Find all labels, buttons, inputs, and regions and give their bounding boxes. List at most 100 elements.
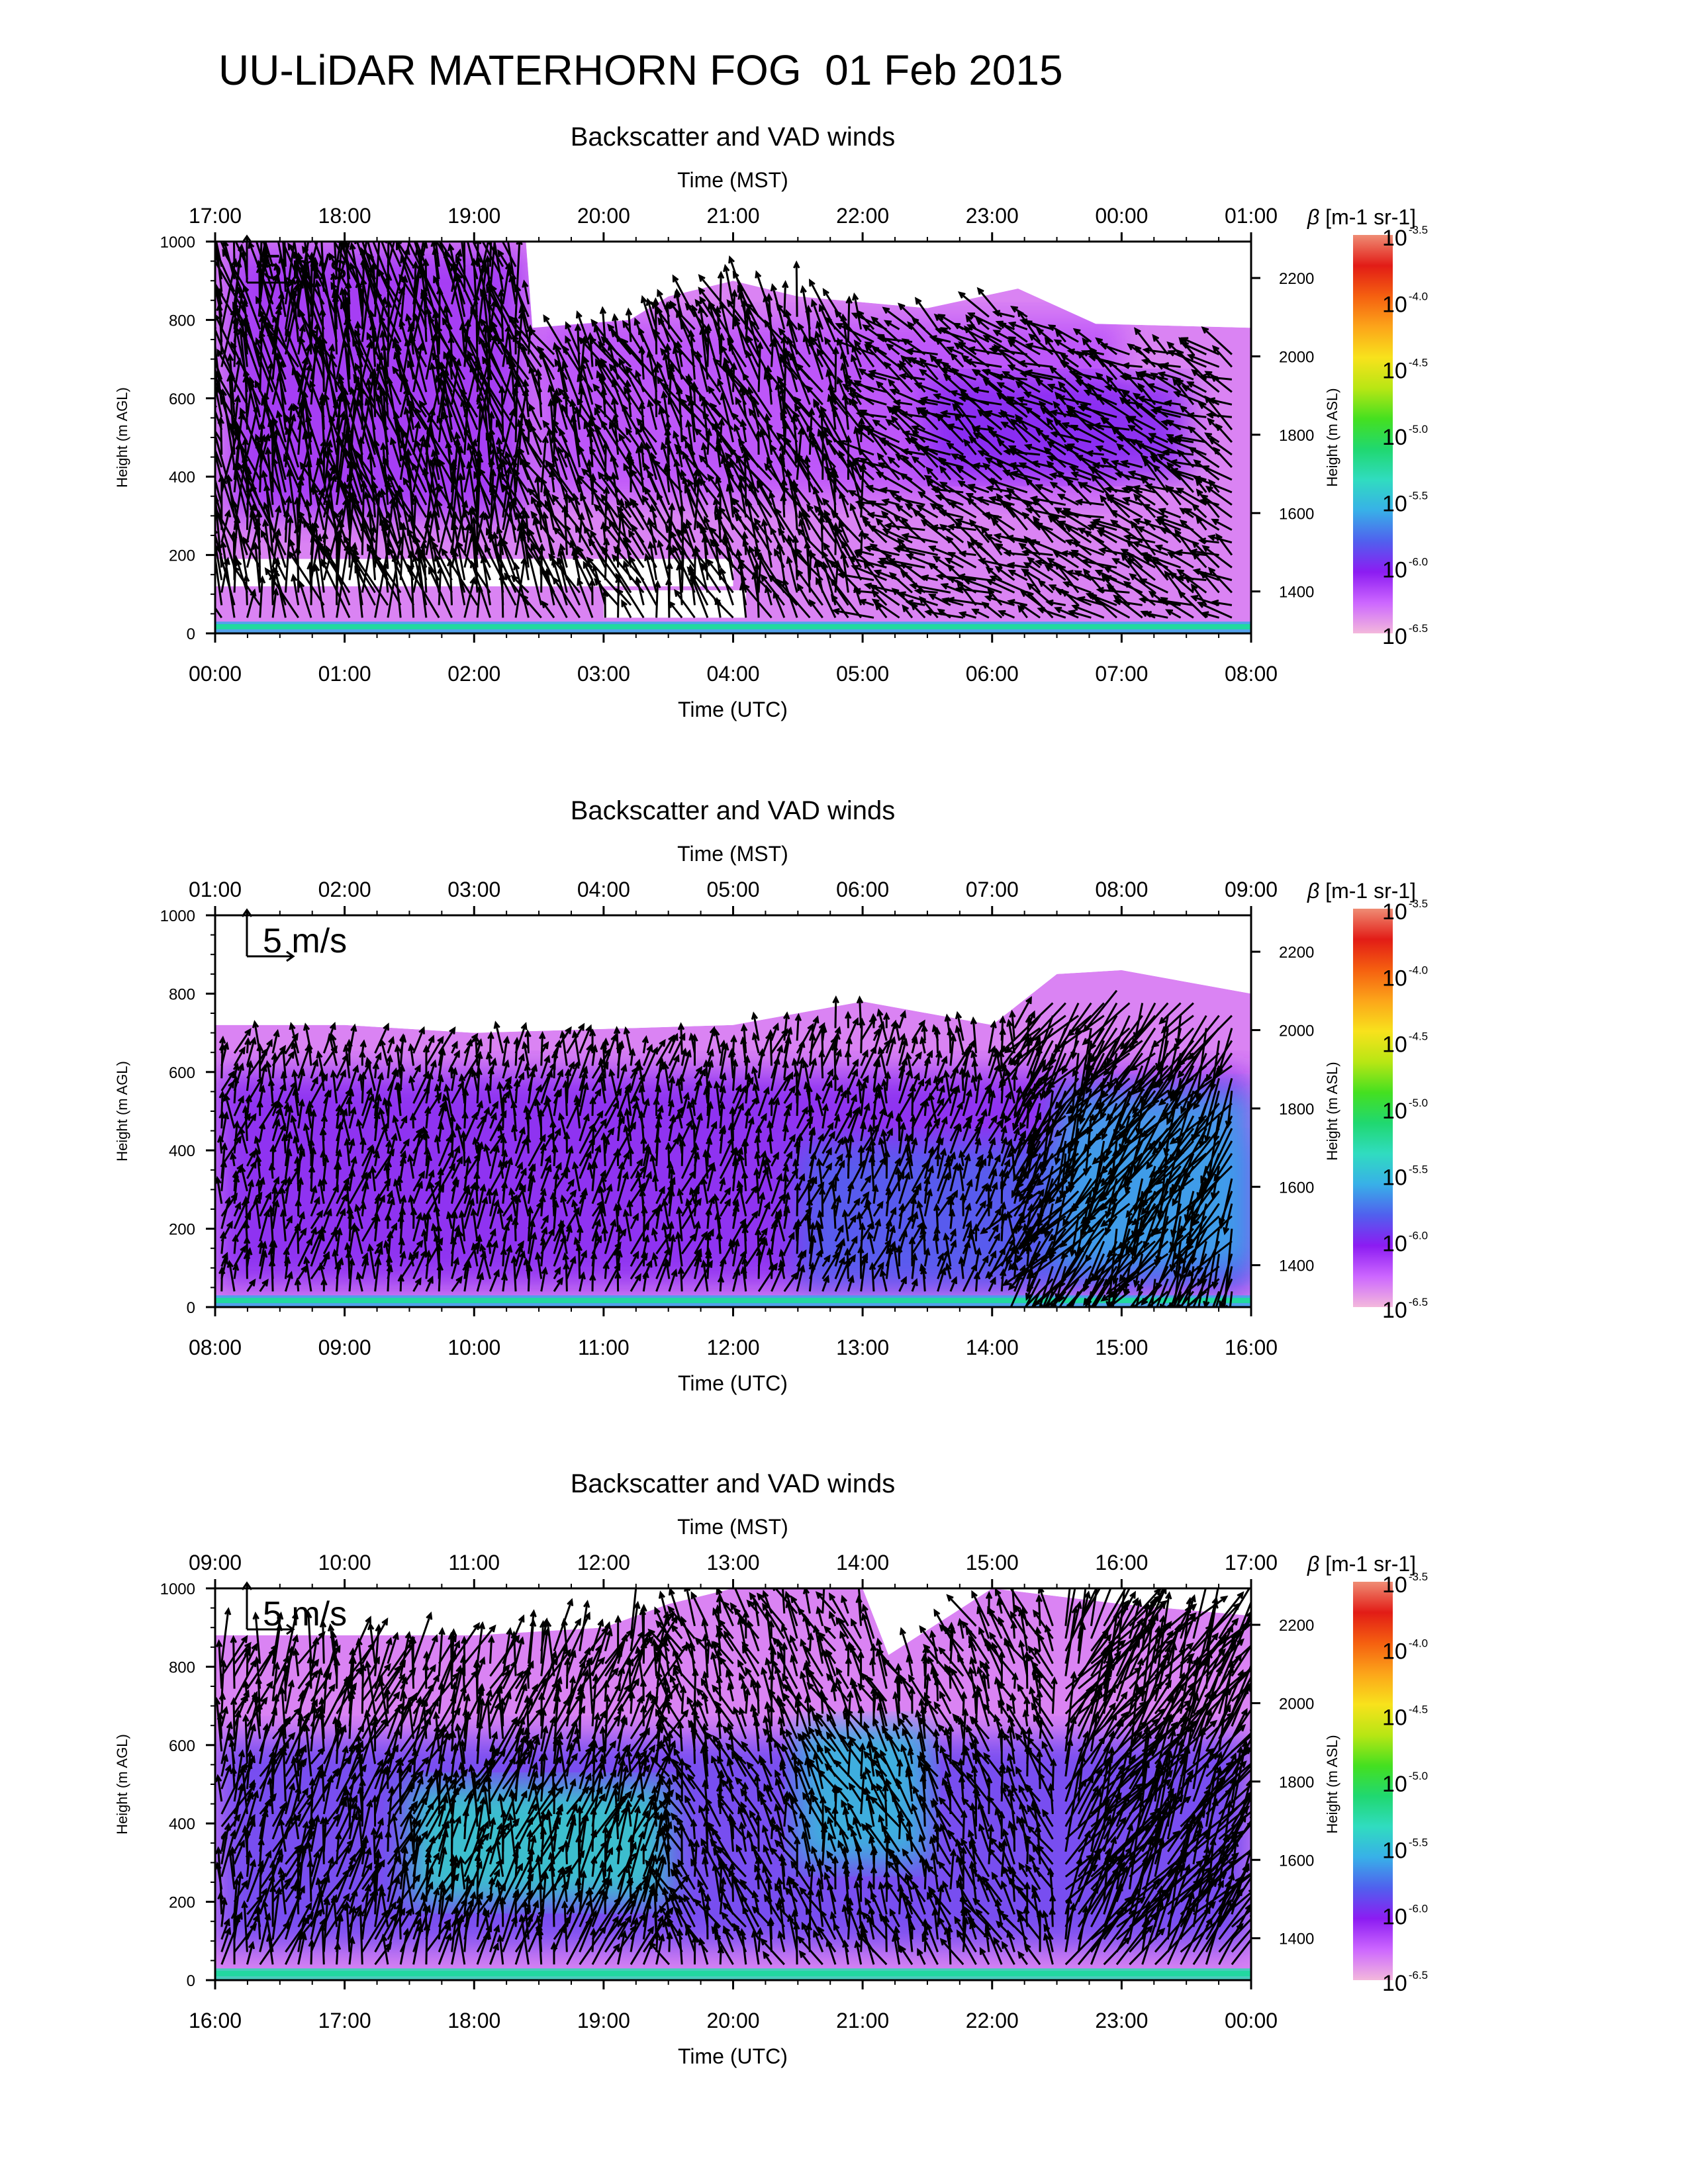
wind-vector <box>297 1759 305 1802</box>
wind-vector <box>508 1187 517 1216</box>
wind-vector <box>284 1105 294 1142</box>
wind-vector <box>1150 372 1182 393</box>
wind-vector <box>860 1144 872 1179</box>
wind-vector <box>668 600 683 619</box>
right-tick-label: 1400 <box>1279 584 1314 602</box>
wind-vector <box>939 410 976 418</box>
top-tick-label: 09:00 <box>1225 878 1278 901</box>
wind-vector <box>753 518 773 543</box>
wind-vector <box>676 1111 683 1129</box>
wind-vector <box>757 1113 767 1129</box>
wind-vector <box>258 575 266 618</box>
wind-vector <box>984 410 1002 418</box>
wind-vector <box>1168 1015 1207 1081</box>
wind-vector <box>980 525 1003 556</box>
wind-vector <box>435 374 453 418</box>
wind-vector <box>965 314 977 330</box>
wind-vector <box>1164 609 1182 619</box>
wind-vector <box>519 523 542 556</box>
wind-vector <box>975 1108 988 1142</box>
wind-vector <box>310 1075 318 1091</box>
wind-vector <box>425 1034 435 1054</box>
wind-vector <box>336 1853 356 1903</box>
wind-vector <box>539 1187 547 1205</box>
wind-vector <box>757 1086 770 1116</box>
wind-vector <box>223 1093 236 1129</box>
wind-vector <box>702 411 734 455</box>
wind-vector <box>794 1013 802 1041</box>
wind-vector <box>261 1899 274 1952</box>
wind-vector <box>1017 359 1053 368</box>
wind-vector <box>923 1165 935 1192</box>
wind-vector <box>378 1107 389 1142</box>
wind-vector <box>522 1040 530 1066</box>
wind-vector <box>1166 461 1195 493</box>
wind-vector <box>1132 484 1156 494</box>
wind-vector <box>614 1202 622 1216</box>
wind-vector <box>719 1187 731 1205</box>
wind-vector <box>1167 551 1194 569</box>
wind-vector <box>215 431 236 506</box>
wind-vector <box>881 498 900 506</box>
wind-vector <box>365 1056 377 1091</box>
wind-vector <box>905 599 925 607</box>
wind-vector <box>1168 571 1194 594</box>
wind-vector <box>1047 383 1066 393</box>
reference-arrow-east <box>247 950 295 962</box>
wind-vector <box>727 471 760 518</box>
wind-vector <box>764 1155 773 1179</box>
wind-vector <box>434 553 453 594</box>
wind-vector <box>713 1028 722 1054</box>
wind-vector <box>1201 326 1233 355</box>
wind-vector <box>690 349 722 393</box>
wind-vector <box>709 538 747 581</box>
wind-vector <box>905 1052 914 1079</box>
wind-vector <box>1061 510 1104 519</box>
wind-vector <box>677 1187 684 1204</box>
top-tick-label: 05:00 <box>706 878 759 901</box>
wind-vector <box>412 1064 421 1079</box>
wind-vector <box>833 1113 841 1129</box>
wind-vector <box>832 995 839 1028</box>
wind-vector <box>330 1069 338 1104</box>
wind-vector <box>898 373 925 381</box>
wind-vector <box>387 1132 398 1167</box>
wind-vector <box>259 1850 272 1878</box>
wind-vector <box>537 345 555 368</box>
wind-vector <box>911 1051 922 1067</box>
wind-vector <box>1092 422 1130 431</box>
wind-vector <box>354 329 389 405</box>
wind-vector <box>1008 336 1041 355</box>
wind-vector <box>342 242 363 280</box>
wind-vector <box>445 1210 453 1229</box>
wind-vector <box>489 1057 497 1079</box>
wind-vector <box>1096 527 1131 544</box>
wind-vector <box>399 1115 408 1129</box>
wind-vector <box>1188 446 1220 469</box>
wind-vector <box>657 539 671 580</box>
wind-vector <box>1057 520 1079 531</box>
wind-vector <box>920 519 951 543</box>
wind-vector <box>451 1275 463 1293</box>
wind-vector <box>230 1697 238 1739</box>
wind-vector <box>536 500 555 556</box>
wind-vector <box>642 1143 651 1167</box>
wind-vector <box>1062 581 1092 594</box>
wind-vector <box>429 361 440 405</box>
wind-vector <box>1115 435 1143 443</box>
wind-vector <box>1014 418 1041 431</box>
wind-vector <box>779 353 811 393</box>
wind-vector <box>243 318 274 392</box>
wind-vector <box>246 1723 257 1752</box>
wind-vector <box>551 435 568 480</box>
wind-vector <box>463 523 472 555</box>
wind-vector <box>1141 1240 1195 1306</box>
wind-vector <box>673 341 696 368</box>
wind-vector <box>720 344 734 368</box>
wind-vector <box>792 550 823 581</box>
wind-vector <box>830 578 862 619</box>
wind-vector <box>1096 586 1130 594</box>
wind-vector <box>524 1029 532 1054</box>
wind-vector <box>369 1165 377 1191</box>
